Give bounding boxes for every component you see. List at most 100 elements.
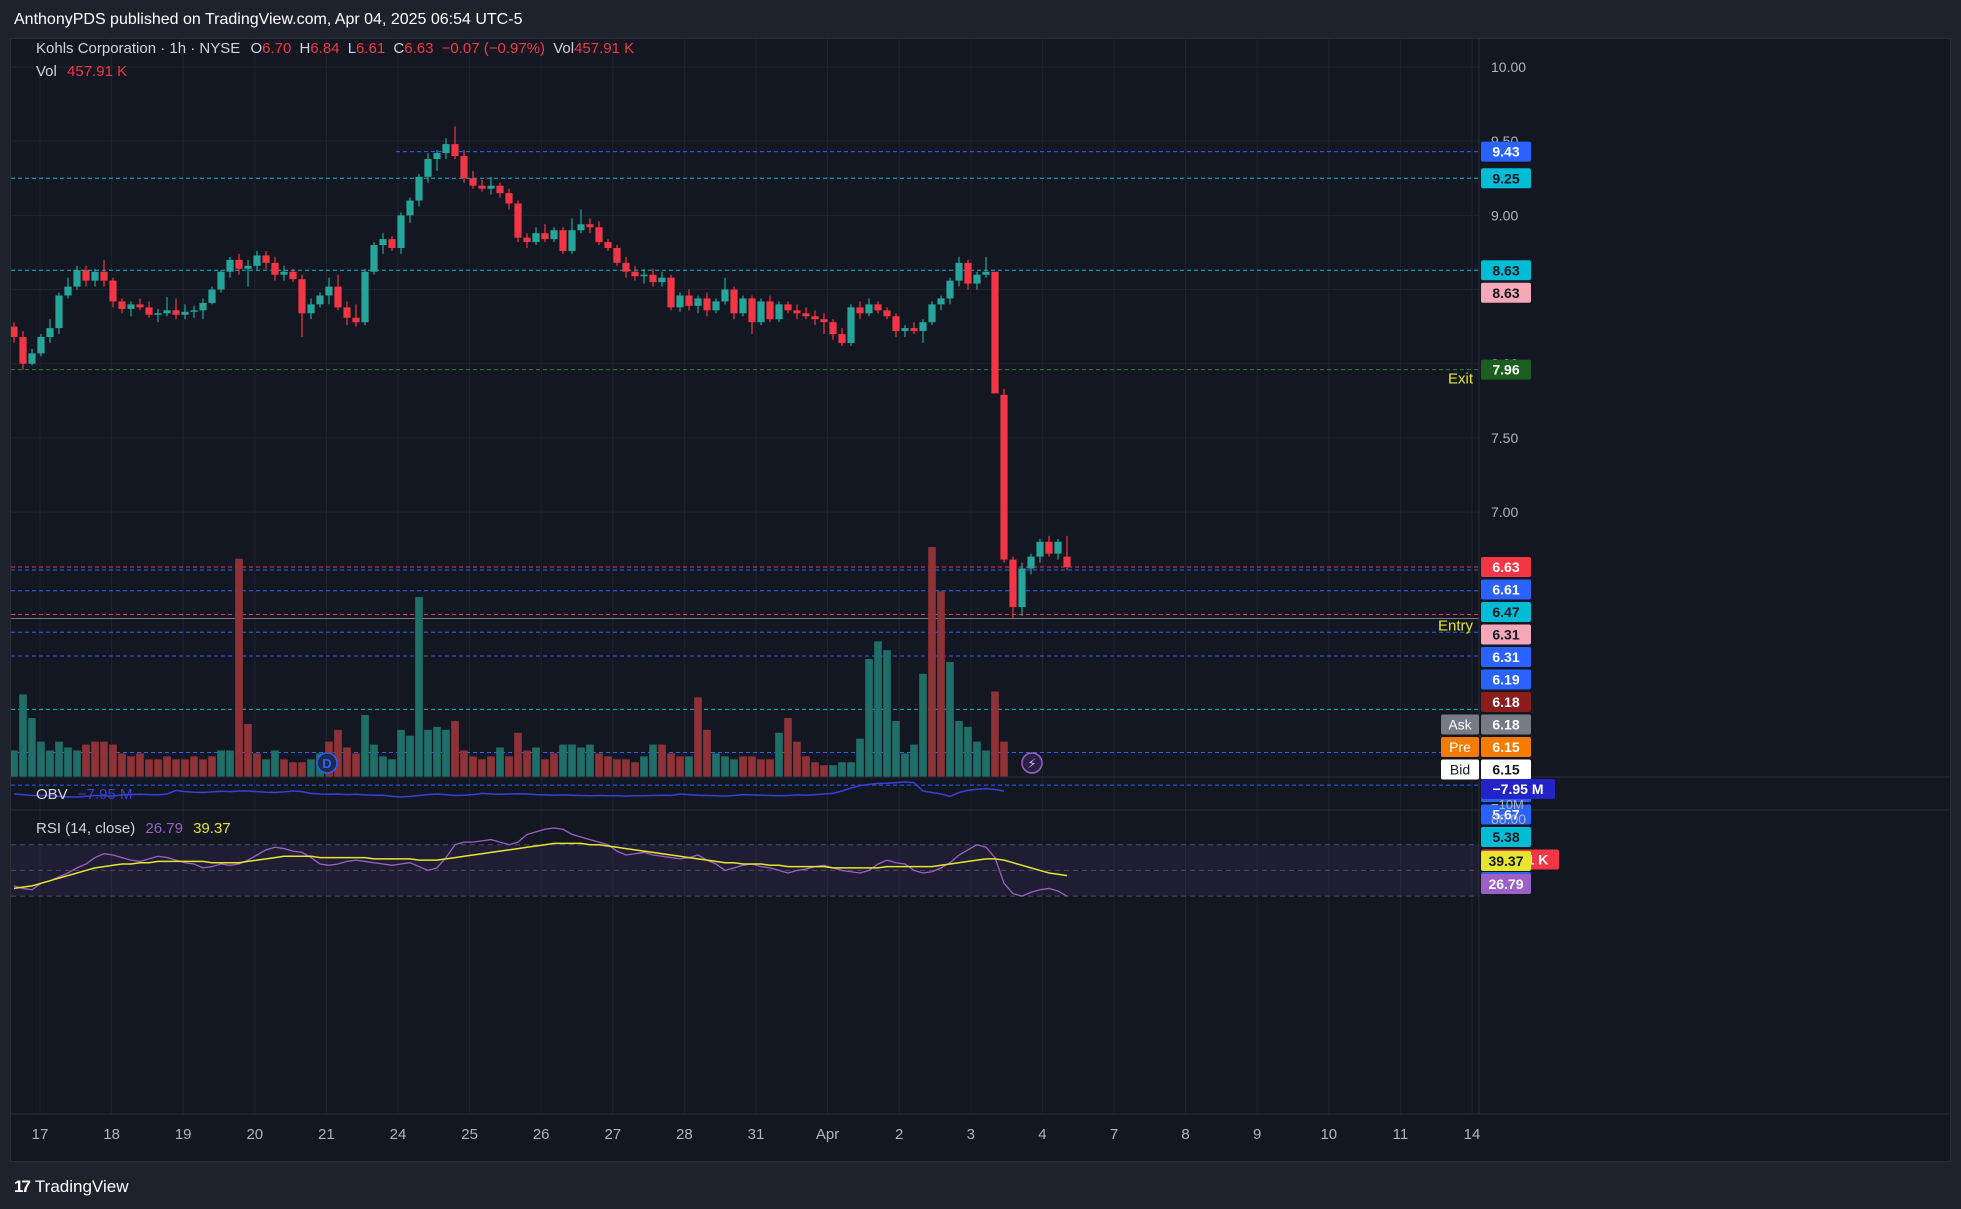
candle-body: [883, 310, 891, 317]
candle-body: [136, 304, 144, 308]
6.47-badge-bg: [1481, 601, 1531, 622]
time-label: 11: [1393, 1126, 1409, 1143]
volume-bar: [910, 744, 918, 777]
8.63-pink-badge: 8.63: [1492, 285, 1519, 301]
volume-bar: [721, 756, 729, 777]
6.19-badge: 6.19: [1492, 671, 1519, 687]
volume-bar: [55, 741, 63, 777]
obv-value: −7.95 M: [77, 786, 133, 803]
volume-bar: [559, 744, 567, 777]
candle-body: [1000, 394, 1008, 560]
candle-body: [253, 255, 261, 266]
volume-bar: [685, 756, 693, 777]
candle-body: [604, 242, 612, 249]
time-label: 4: [1038, 1126, 1046, 1143]
volume-bar: [676, 756, 684, 777]
6.61-badge: 6.61: [1492, 581, 1519, 597]
volume-bar: [658, 744, 666, 777]
volume-bar: [901, 753, 909, 777]
6.47-badge: 6.47: [1492, 604, 1519, 620]
volume-bar: [514, 732, 522, 777]
volume-bar: [37, 741, 45, 777]
volume-bar: [469, 756, 477, 777]
candle-body: [208, 289, 216, 303]
tradingview-logo[interactable]: 17 TradingView: [14, 1177, 128, 1197]
candle-body: [271, 262, 279, 275]
volume-bar: [19, 694, 27, 777]
8.63-cyan-badge: 8.63: [1492, 262, 1519, 278]
volume-bar: [838, 762, 846, 777]
volume-bar: [964, 726, 972, 777]
candle-body: [307, 304, 315, 314]
symbol-label[interactable]: Kohls Corporation · 1h · NYSE: [36, 40, 241, 57]
6.31-pink-badge-bg: [1481, 624, 1531, 645]
candle-body: [334, 286, 342, 308]
volume-bar: [856, 738, 864, 777]
candle-body: [469, 178, 477, 186]
candle-body: [154, 313, 162, 315]
change-value: −0.07 (−0.97%): [441, 40, 546, 57]
volume-bar: [73, 750, 81, 777]
volume-bar: [640, 756, 648, 777]
time-label: 28: [676, 1126, 693, 1143]
rsi-badge-bg: [1481, 874, 1531, 894]
obv-legend[interactable]: OBV −7.95 M: [36, 786, 132, 803]
6.31-blue-badge-bg: [1481, 646, 1531, 667]
volume-bar: [244, 723, 252, 777]
candle-body: [721, 289, 729, 302]
candle-body: [550, 230, 558, 240]
candle-body: [505, 193, 513, 204]
volume-legend[interactable]: Vol 457.91 K: [36, 63, 127, 80]
candle-body: [478, 185, 486, 189]
time-label: 21: [318, 1126, 335, 1143]
candle-body: [622, 262, 630, 272]
volume-bar: [712, 753, 720, 777]
pre-badge-bg: [1481, 736, 1531, 757]
6.18-badge-bg: [1481, 691, 1531, 712]
obv-line: [13, 781, 1005, 798]
time-axis: 17 18 19 20 21 24 25 26 27 28 31 Apr 2 3 4 7 8 9 10 11 14: [11, 1113, 1950, 1143]
6.61-badge-bg: [1481, 579, 1531, 600]
volume-bar: [928, 547, 936, 777]
volume-bar: [289, 762, 297, 777]
candle-body: [190, 310, 198, 312]
volume-bar: [667, 753, 675, 777]
candle-body: [820, 319, 828, 323]
volume-bar: [730, 759, 738, 777]
volume-bar: [307, 759, 315, 777]
volume-bar: [217, 750, 225, 777]
candle-body: [388, 239, 396, 249]
time-label: 26: [533, 1126, 550, 1143]
candle-body: [1018, 568, 1026, 608]
volume-bar: [352, 753, 360, 777]
rsi-legend[interactable]: RSI (14, close) 26.79 39.37: [36, 820, 231, 837]
rsi-ma-badge-bg: [1481, 851, 1531, 871]
attribution-text: AnthonyPDS published on TradingView.com,…: [14, 11, 523, 28]
6.19-badge-bg: [1481, 669, 1531, 690]
volume-bar: [451, 720, 459, 777]
time-label: 25: [461, 1126, 478, 1143]
5.67-badge: 5.67: [1492, 806, 1519, 822]
candle-body: [1027, 556, 1035, 569]
candle-body: [784, 304, 792, 311]
9.43-badge-bg: [1481, 141, 1531, 162]
time-label: 27: [604, 1126, 621, 1143]
candle-body: [352, 317, 360, 323]
candle-body: [793, 310, 801, 314]
candle-body: [118, 301, 126, 309]
obv-badge: −7.95 M: [1493, 781, 1544, 797]
candle-body: [910, 328, 918, 332]
volume-bar: [775, 732, 783, 777]
candle-body: [1009, 559, 1017, 608]
volume-bar: [496, 747, 504, 777]
candle-body: [730, 289, 738, 314]
time-label: 19: [175, 1126, 192, 1143]
candle-body: [460, 156, 468, 179]
6.31-blue-badge: 6.31: [1492, 649, 1519, 665]
chart-grid: [11, 39, 1479, 1114]
earnings-marker-icon: ⚡: [1027, 757, 1036, 772]
volume-bar: [253, 753, 261, 777]
symbol-legend[interactable]: Kohls Corporation · 1h · NYSE O6.70 H6.8…: [36, 40, 634, 57]
